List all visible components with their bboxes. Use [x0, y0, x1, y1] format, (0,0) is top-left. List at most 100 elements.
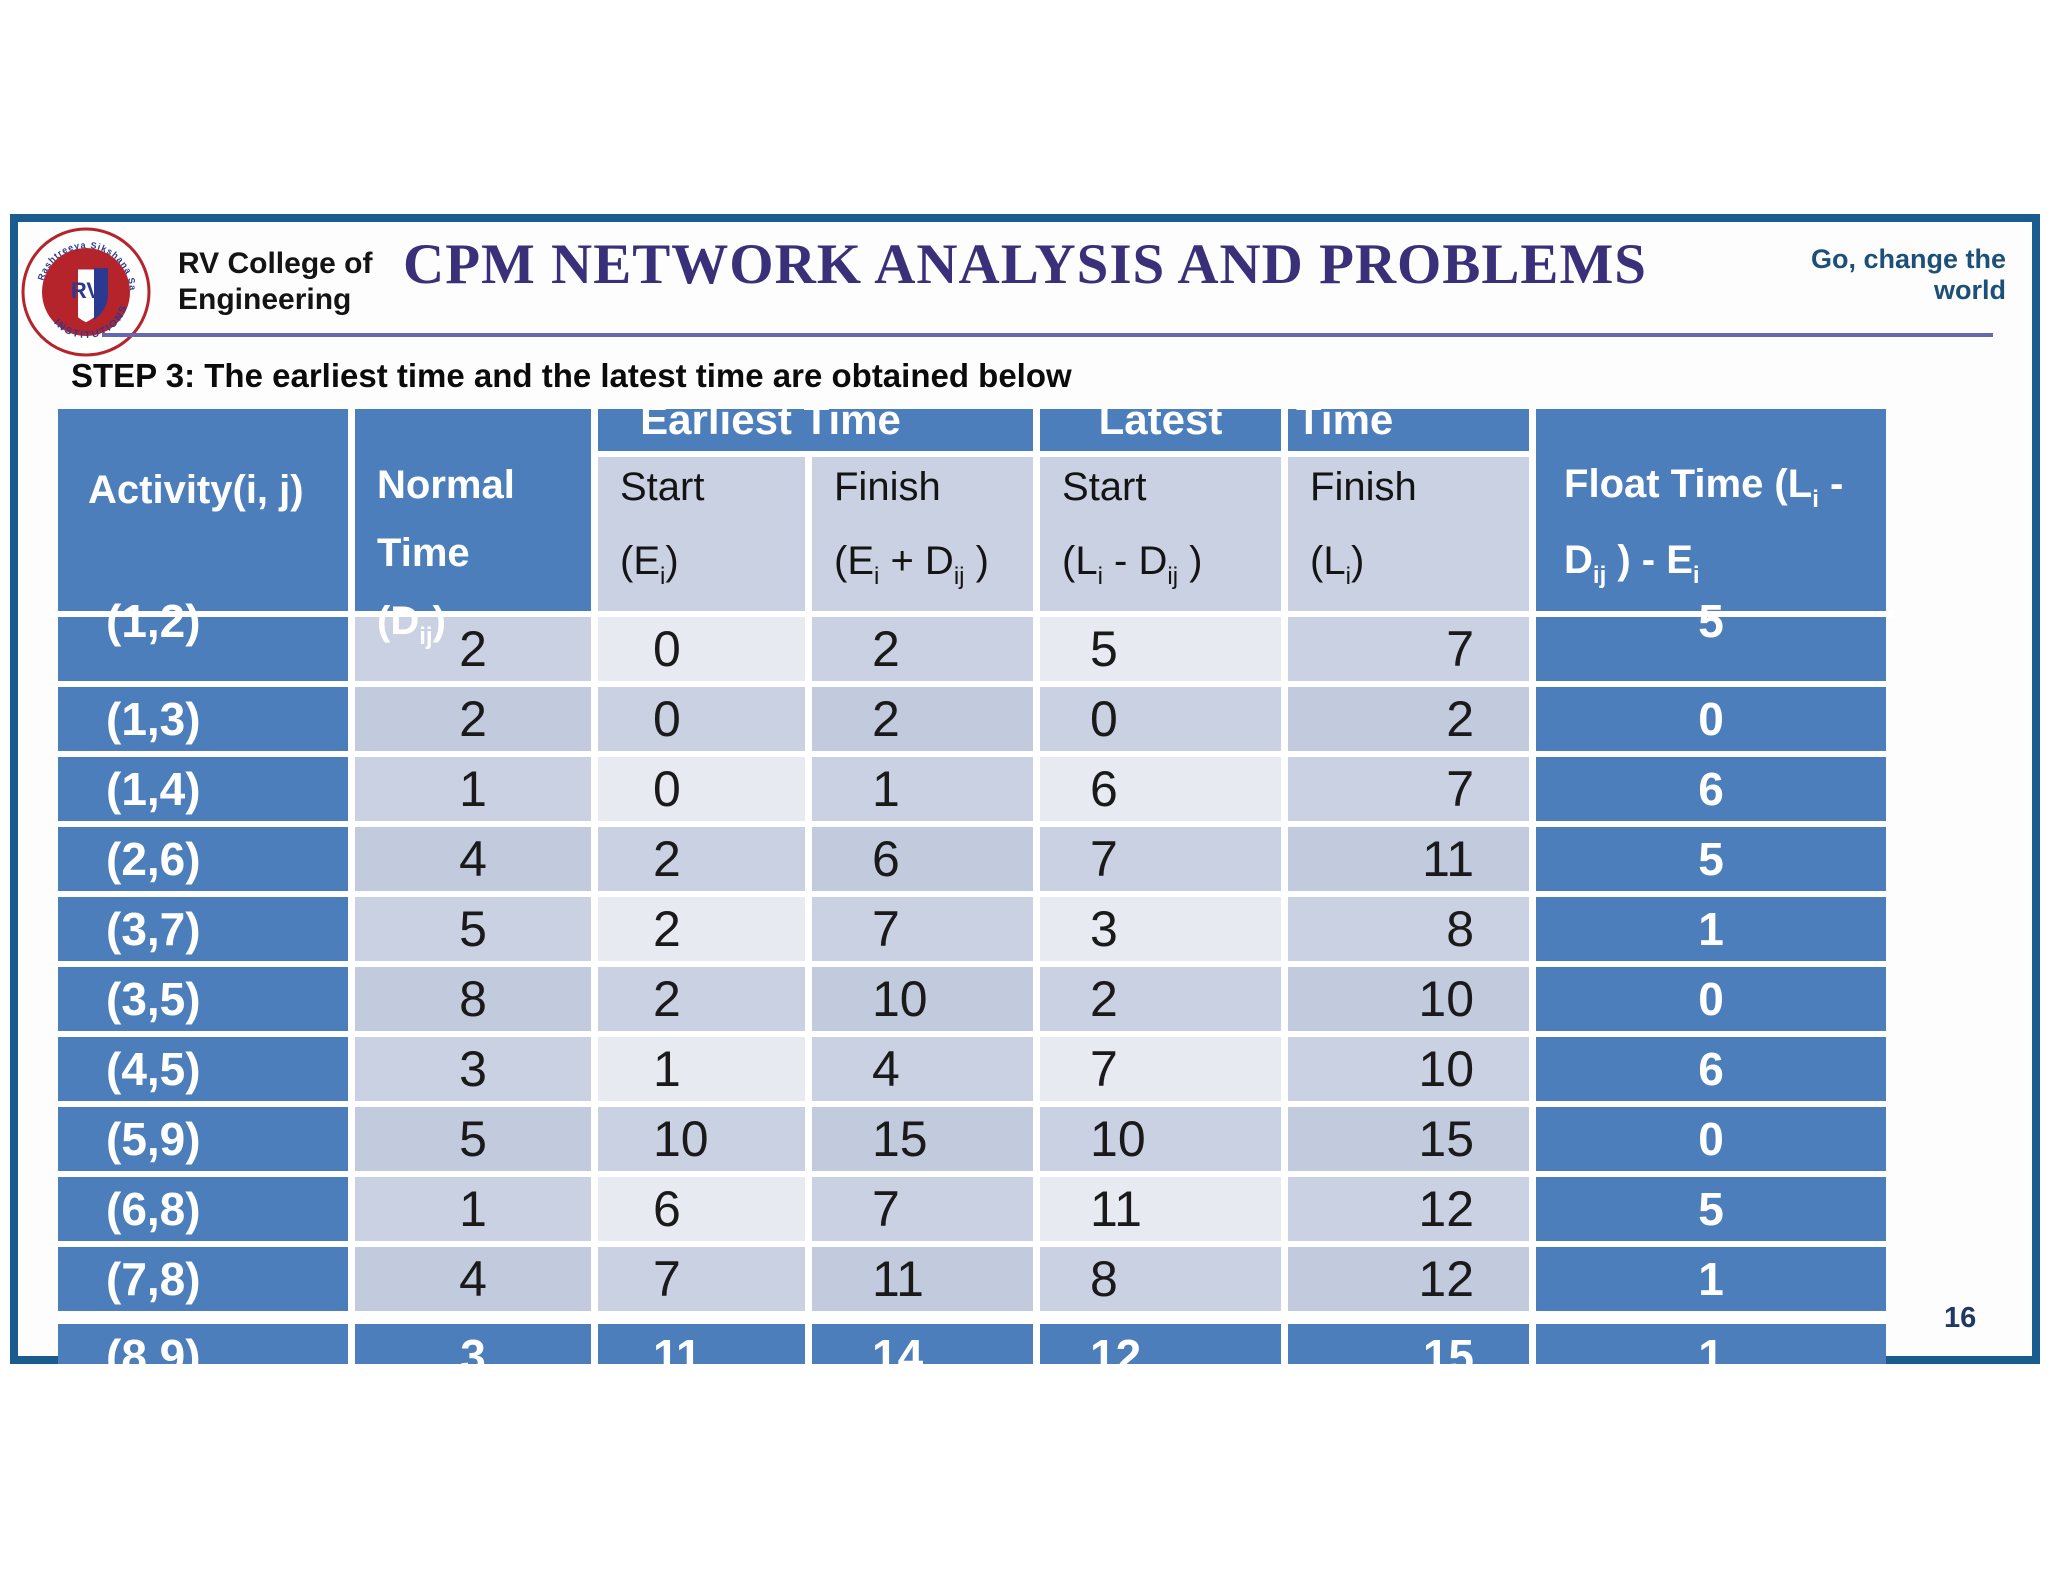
header-float-time: Float Time (Li - Dij ) - Ei: [1536, 409, 1887, 617]
header-latest-finish: Finish (Li): [1288, 457, 1537, 617]
float-time-cell: 0: [1536, 1107, 1887, 1177]
earliest-start-cell: 2: [598, 827, 812, 897]
normal-time-cell: 4: [355, 827, 598, 897]
earliest-finish-cell: 7: [812, 1177, 1041, 1247]
table-row: (2,6) 4 2 6 7 11 5: [58, 827, 1887, 897]
latest-start-cell: 12: [1040, 1317, 1289, 1364]
table-row: (1,3) 2 0 2 0 2 0: [58, 687, 1887, 757]
normal-time-cell: 8: [355, 967, 598, 1037]
earliest-start-cell: 0: [598, 617, 812, 687]
normal-time-cell: 1: [355, 1177, 598, 1247]
float-time-cell: 5: [1536, 1177, 1887, 1247]
college-logo-icon: Rashtreeya Sikshana Samithi Trust INSTIT…: [20, 226, 151, 357]
latest-finish-cell: 10: [1288, 967, 1537, 1037]
earliest-finish-cell: 6: [812, 827, 1041, 897]
latest-start-cell: 2: [1040, 967, 1289, 1037]
latest-start-cell: 6: [1040, 757, 1289, 827]
step-heading: STEP 3: The earliest time and the latest…: [71, 357, 1072, 394]
header-earliest-finish: Finish (Ei + Dij ): [812, 457, 1041, 617]
earliest-start-cell: 2: [598, 967, 812, 1037]
normal-time-cell: 1: [355, 757, 598, 827]
activity-cell: (6,8): [58, 1177, 355, 1247]
activity-cell: (5,9): [58, 1107, 355, 1177]
float-time-cell: 5: [1528, 595, 1895, 687]
normal-time-cell: 2: [355, 617, 598, 687]
earliest-finish-cell: 7: [812, 897, 1041, 967]
activity-cell: (7,8): [58, 1247, 355, 1317]
float-time-cell: 0: [1536, 687, 1887, 757]
latest-finish-cell: 7: [1288, 617, 1537, 687]
table-row: (1,2) 2 0 2 5 7 5: [50, 595, 1895, 687]
float-time-cell: 1: [1536, 1247, 1887, 1317]
earliest-finish-cell: 14: [812, 1317, 1041, 1364]
earliest-start-cell: 2: [598, 897, 812, 967]
latest-finish-cell: 2: [1288, 687, 1537, 757]
table-row: (1,4) 1 0 1 6 7 6: [58, 757, 1887, 827]
latest-start-cell: 0: [1040, 687, 1289, 757]
normal-time-cell: 3: [355, 1317, 598, 1364]
float-time-cell: 0: [1536, 967, 1887, 1037]
normal-time-formula: (Dij): [377, 599, 446, 650]
logo-monogram: RV: [71, 278, 101, 303]
latest-finish-formula: (Li): [1310, 539, 1365, 590]
title-underline: [102, 333, 1993, 337]
latest-start-cell: 7: [1040, 1037, 1289, 1107]
activity-cell: (1,3): [58, 687, 355, 757]
page-number: 16: [1944, 1302, 1977, 1334]
normal-time-cell: 2: [355, 687, 598, 757]
header-earliest-start: Start (Ei): [598, 457, 812, 617]
sub-header-row: Start (Ei) Finish (Ei + Dij ) Start (Li …: [58, 457, 1886, 617]
cpm-table: Activity(i, j) Normal Time (Dij) Earlies…: [50, 409, 1895, 1364]
normal-time-cell: 3: [355, 1037, 598, 1107]
activity-cell: (2,6): [58, 827, 355, 897]
table-row: (8,9) 3 11 14 12 15 1: [58, 1317, 1887, 1364]
latest-finish-cell: 10: [1288, 1037, 1537, 1107]
table-row: (3,7) 5 2 7 3 8 1: [58, 897, 1887, 967]
earliest-finish-cell: 10: [812, 967, 1041, 1037]
earliest-finish-cell: 2: [812, 687, 1041, 757]
latest-finish-cell: 15: [1288, 1107, 1537, 1177]
table-row: (7,8) 4 7 11 8 12 1: [58, 1247, 1887, 1317]
latest-finish-cell: 15: [1288, 1317, 1537, 1364]
latest-finish-cell: 12: [1288, 1177, 1537, 1247]
activity-cell: (1,4): [58, 757, 355, 827]
earliest-finish-cell: 1: [812, 757, 1041, 827]
header-normal-time: Normal Time (Dij): [355, 409, 598, 650]
college-name-line1: RV College of: [178, 247, 373, 280]
group-header-row: Activity(i, j) Normal Time (Dij) Earlies…: [58, 409, 1887, 650]
earliest-start-cell: 10: [598, 1107, 812, 1177]
normal-time-cell: 5: [355, 1107, 598, 1177]
float-time-cell: 6: [1536, 1037, 1887, 1107]
float-time-cell: 1: [1536, 897, 1887, 967]
header-latest-group-left: Latest: [1040, 409, 1289, 457]
earliest-finish-formula: (Ei + Dij ): [834, 539, 989, 590]
header-activity: Activity(i, j): [58, 409, 355, 617]
latest-start-cell: 8: [1040, 1247, 1289, 1317]
motto-line1: Go, change the: [1810, 244, 2006, 274]
latest-start-cell: 11: [1040, 1177, 1289, 1247]
latest-start-cell: 7: [1040, 827, 1289, 897]
float-formula-line1: Float Time (Li -: [1564, 462, 1844, 513]
table-clip-region: Activity(i, j) Normal Time (Dij) Earlies…: [50, 409, 1895, 1364]
college-name: RV College of Engineering: [178, 246, 372, 318]
latest-start-formula: (Li - Dij ): [1062, 539, 1203, 590]
float-time-cell: 6: [1536, 757, 1887, 827]
activity-cell: (4,5): [58, 1037, 355, 1107]
activity-cell: (1,2): [50, 595, 356, 687]
earliest-start-cell: 1: [598, 1037, 812, 1107]
earliest-finish-cell: 11: [812, 1247, 1041, 1317]
latest-finish-cell: 7: [1288, 757, 1537, 827]
latest-start-cell: 3: [1040, 897, 1289, 967]
earliest-finish-cell: 15: [812, 1107, 1041, 1177]
table-row: (5,9) 5 10 15 10 15 0: [58, 1107, 1887, 1177]
latest-finish-cell: 11: [1288, 827, 1537, 897]
college-name-line2: Engineering: [178, 283, 352, 316]
latest-finish-cell: 8: [1288, 897, 1537, 967]
slide-title: CPM NETWORK ANALYSIS AND PROBLEMS: [403, 233, 1647, 296]
latest-start-cell: 10: [1040, 1107, 1289, 1177]
motto: Go, change the world: [1811, 244, 2006, 306]
header-latest-start: Start (Li - Dij ): [1040, 457, 1289, 617]
latest-start-cell: 5: [1040, 617, 1289, 687]
earliest-finish-cell: 4: [812, 1037, 1041, 1107]
